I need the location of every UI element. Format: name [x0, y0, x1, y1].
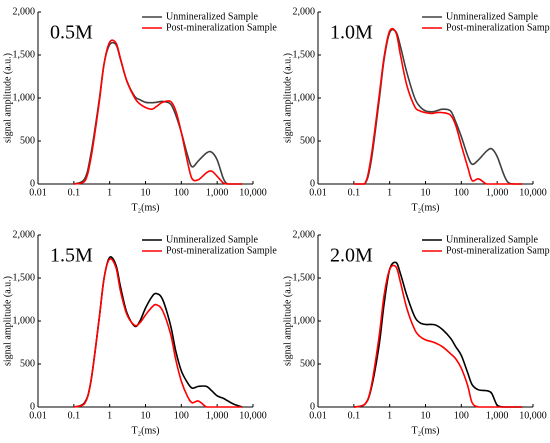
x-tick-label: 0.01 [309, 410, 327, 421]
legend-label: Unmineralized Sample [166, 234, 258, 245]
series-line [73, 257, 243, 408]
y-tick-label: 1,500 [13, 272, 36, 283]
y-tick-label: 2,000 [13, 229, 36, 240]
x-tick-label: 1 [107, 187, 112, 198]
panel-annotation: 1.0M [330, 22, 373, 44]
y-axis-label: signal amplitude (a.u.) [2, 276, 13, 366]
series-line [353, 264, 523, 408]
panel: 0 500 1,000 1,500 2,000 0.01 0.1 1 10 100 1,000 10,… [282, 229, 550, 436]
y-axis-label: signal amplitude (a.u.) [282, 53, 293, 143]
y-tick-label: 0 [30, 401, 35, 412]
series-line [73, 41, 243, 185]
x-tick-label: 1 [107, 410, 112, 421]
panel: 0 500 1,000 1,500 2,000 0.01 0.1 1 10 100 1,000 10,… [2, 229, 277, 436]
y-tick-label: 0 [310, 401, 315, 412]
x-tick-label: 0.01 [29, 187, 47, 198]
x-tick-label: 0.1 [68, 187, 81, 198]
x-tick-label: 10,000 [519, 187, 547, 198]
y-axis-label: signal amplitude (a.u.) [282, 276, 293, 366]
y-tick-label: 1,500 [293, 49, 316, 60]
panel-annotation: 0.5M [50, 22, 93, 44]
x-tick-label: 100 [174, 187, 189, 198]
series-line [353, 27, 523, 185]
series-line [73, 39, 243, 185]
y-tick-label: 1,000 [293, 315, 316, 326]
y-tick-label: 0 [30, 178, 35, 189]
y-tick-label: 500 [300, 135, 315, 146]
legend-label: Unmineralized Sample [166, 11, 258, 22]
y-tick-label: 500 [20, 358, 35, 369]
x-tick-label: 0.1 [348, 410, 361, 421]
x-tick-label: 10 [141, 410, 151, 421]
x-tick-label: 10,000 [239, 410, 267, 421]
legend-label: Post-mineralization Sample [446, 22, 550, 33]
y-tick-label: 2,000 [293, 6, 316, 17]
x-tick-label: 10,000 [519, 410, 547, 421]
panel: 0 500 1,000 1,500 2,000 0.01 0.1 1 10 100 1,000 10,… [282, 6, 550, 213]
legend-label: Post-mineralization Sample [166, 245, 277, 256]
x-tick-label: 10 [421, 410, 431, 421]
x-axis-label: T₂(ms) [412, 425, 440, 436]
panel-annotation: 2.0M [330, 245, 373, 267]
legend-label: Unmineralized Sample [446, 11, 538, 22]
y-tick-label: 1,500 [293, 272, 316, 283]
x-tick-label: 0.1 [348, 187, 361, 198]
x-tick-label: 10,000 [239, 187, 267, 198]
x-tick-label: 1,000 [486, 410, 509, 421]
series-line [73, 256, 243, 408]
legend-label: Post-mineralization Sample [446, 245, 550, 256]
x-tick-label: 1 [387, 410, 392, 421]
y-tick-label: 1,000 [293, 92, 316, 103]
x-tick-label: 10 [141, 187, 151, 198]
y-tick-label: 1,500 [13, 49, 36, 60]
series-line [353, 28, 523, 185]
y-tick-label: 2,000 [293, 229, 316, 240]
x-tick-label: 10 [421, 187, 431, 198]
x-tick-label: 100 [454, 410, 469, 421]
x-tick-label: 0.1 [68, 410, 81, 421]
y-axis-label: signal amplitude (a.u.) [2, 53, 13, 143]
y-tick-label: 0 [310, 178, 315, 189]
y-tick-label: 1,000 [13, 315, 36, 326]
x-tick-label: 100 [454, 187, 469, 198]
panel: 0 500 1,000 1,500 2,000 0.01 0.1 1 10 100 1,000 10,… [2, 6, 277, 213]
y-tick-label: 2,000 [13, 6, 36, 17]
panel-annotation: 1.5M [50, 245, 93, 267]
y-tick-label: 500 [300, 358, 315, 369]
x-tick-label: 1,000 [206, 410, 229, 421]
x-tick-label: 1,000 [206, 187, 229, 198]
y-tick-label: 1,000 [13, 92, 36, 103]
x-tick-label: 1,000 [486, 187, 509, 198]
x-axis-label: T₂(ms) [132, 425, 160, 436]
series-line [353, 261, 523, 408]
x-tick-label: 0.01 [29, 410, 47, 421]
x-axis-label: T₂(ms) [132, 202, 160, 213]
legend-label: Unmineralized Sample [446, 234, 538, 245]
x-axis-label: T₂(ms) [412, 202, 440, 213]
x-tick-label: 0.01 [309, 187, 327, 198]
y-tick-label: 500 [20, 135, 35, 146]
x-tick-label: 1 [387, 187, 392, 198]
x-tick-label: 100 [174, 410, 189, 421]
legend-label: Post-mineralization Sample [166, 22, 277, 33]
